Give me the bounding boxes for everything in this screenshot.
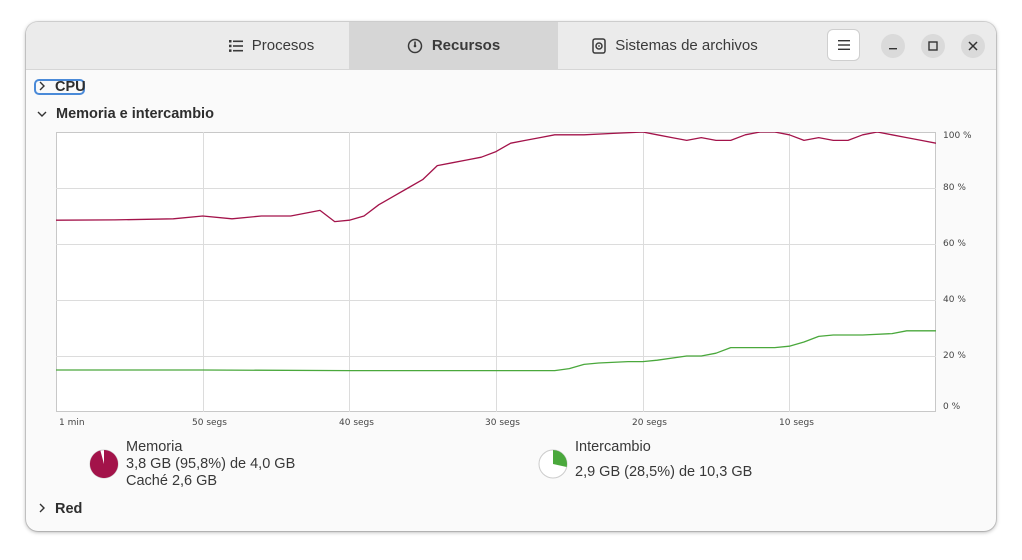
gauge-icon	[407, 38, 423, 54]
list-icon	[228, 39, 243, 52]
minimize-button[interactable]	[881, 34, 905, 58]
tab-filesystems-label: Sistemas de archivos	[615, 37, 758, 54]
y-tick-label: 0 %	[943, 402, 961, 412]
x-tick-label: 20 segs	[632, 418, 667, 428]
y-tick-label: 80 %	[943, 183, 966, 193]
system-monitor-window: Procesos Recursos Sistemas de archivos	[26, 22, 996, 531]
memory-usage-pie	[89, 449, 119, 479]
chevron-right-icon	[38, 79, 46, 95]
tab-processes[interactable]: Procesos	[194, 22, 349, 69]
hamburger-icon	[837, 40, 850, 50]
section-network-label: Red	[55, 501, 83, 517]
memory-swap-chart	[56, 132, 936, 412]
tab-resources-label: Recursos	[431, 37, 501, 54]
series-line-memory	[56, 132, 936, 223]
memory-usage-text: 3,8 GB (95,8%) de 4,0 GB	[126, 456, 296, 472]
minimize-icon	[889, 48, 897, 50]
chevron-down-icon	[37, 106, 47, 122]
swap-usage-text: 2,9 GB (28,5%) de 10,3 GB	[575, 464, 753, 480]
section-memory-label: Memoria e intercambio	[56, 106, 214, 122]
section-cpu-header[interactable]: CPU	[38, 77, 86, 97]
cpu-focus-ring	[34, 79, 85, 95]
y-tick-label: 20 %	[943, 351, 966, 361]
y-tick-label: 40 %	[943, 295, 966, 305]
close-button[interactable]	[961, 34, 985, 58]
series-line-swap	[56, 330, 936, 372]
tab-resources[interactable]: Recursos	[349, 22, 558, 69]
swap-legend-title: Intercambio	[575, 439, 651, 455]
x-tick-label: 1 min	[59, 418, 85, 428]
chevron-right-icon	[38, 501, 46, 517]
main-menu-button[interactable]	[827, 29, 860, 61]
disk-icon	[592, 37, 606, 54]
section-cpu-label: CPU	[55, 79, 86, 95]
x-tick-label: 10 segs	[779, 418, 814, 428]
x-tick-label: 30 segs	[485, 418, 520, 428]
close-icon	[968, 41, 978, 51]
section-network-header[interactable]: Red	[38, 499, 82, 519]
memory-pie-slice	[89, 450, 118, 478]
y-tick-label: 100 %	[943, 131, 972, 141]
x-tick-label: 40 segs	[339, 418, 374, 428]
swap-pie-slice	[553, 450, 567, 468]
section-memory-header[interactable]: Memoria e intercambio	[37, 104, 214, 124]
memory-legend-title: Memoria	[126, 439, 183, 455]
x-tick-label: 50 segs	[192, 418, 227, 428]
maximize-icon	[928, 41, 938, 51]
maximize-button[interactable]	[921, 34, 945, 58]
y-tick-label: 60 %	[943, 239, 966, 249]
swap-usage-pie	[538, 449, 568, 479]
tab-processes-label: Procesos	[251, 37, 315, 54]
memory-cache-text: Caché 2,6 GB	[126, 473, 218, 489]
header-bar: Procesos Recursos Sistemas de archivos	[26, 22, 996, 70]
tab-filesystems[interactable]: Sistemas de archivos	[558, 22, 792, 69]
